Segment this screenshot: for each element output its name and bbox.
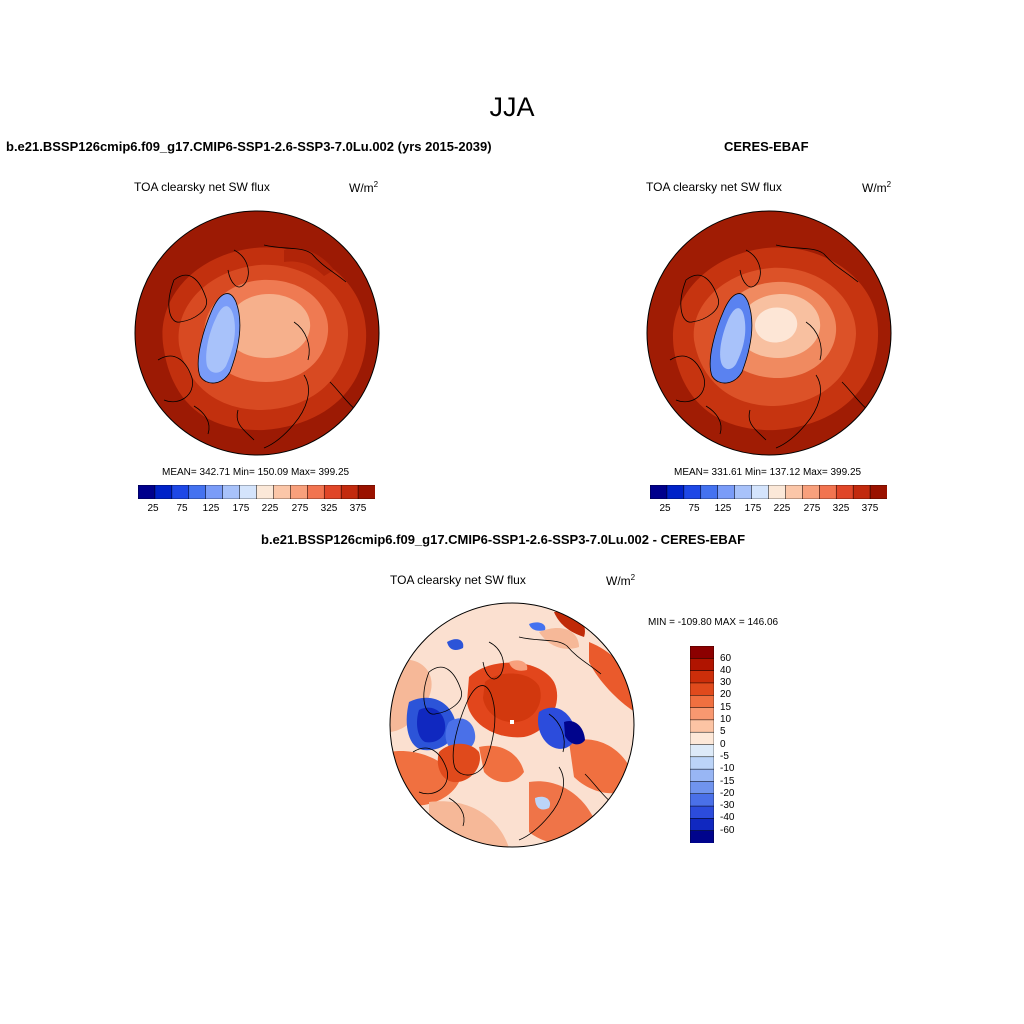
left-colorbar-swatch [290, 485, 308, 499]
right-colorbar-swatch [683, 485, 702, 499]
left-cb-tick: 375 [349, 503, 367, 514]
left-colorbar-swatch [154, 485, 173, 499]
left-variable-label: TOA clearsky net SW flux [134, 180, 270, 194]
left-cb-tick: 175 [232, 503, 250, 514]
left-panel-title: b.e21.BSSP126cmip6.f09_g17.CMIP6-SSP1-2.… [6, 139, 492, 154]
diff-colorbar-swatch [690, 830, 714, 843]
left-cb-tick: 275 [291, 503, 309, 514]
diff-cb-tick: 0 [720, 739, 726, 750]
right-cb-tick: 25 [659, 503, 671, 514]
diff-colorbar-swatch [690, 695, 714, 709]
diff-cb-tick: 20 [720, 689, 732, 700]
diff-colorbar-swatch [690, 781, 714, 795]
left-colorbar-swatch [222, 485, 241, 499]
right-cb-tick: 175 [744, 503, 762, 514]
right-panel-title: CERES-EBAF [724, 139, 809, 154]
diff-polar-map [389, 602, 635, 848]
left-colorbar-swatch [171, 485, 190, 499]
diff-colorbar-swatch [690, 793, 714, 807]
diff-units-label: W/m2 [606, 573, 636, 588]
diff-cb-tick: -30 [720, 800, 735, 811]
left-cb-tick: 25 [147, 503, 159, 514]
diff-colorbar-swatch [690, 805, 714, 819]
left-polar-map [134, 210, 380, 456]
right-colorbar-swatch [751, 485, 770, 499]
diff-cb-tick: -60 [720, 825, 735, 836]
diff-variable-label: TOA clearsky net SW flux [390, 573, 526, 587]
left-colorbar-swatch [256, 485, 274, 499]
diff-colorbar-swatch [690, 768, 714, 782]
right-colorbar-swatch [819, 485, 837, 499]
right-cb-tick: 375 [861, 503, 879, 514]
diff-cb-tick: 40 [720, 665, 732, 676]
right-units-label: W/m2 [862, 180, 892, 195]
right-colorbar-swatch [768, 485, 786, 499]
diff-colorbar-swatch [690, 646, 714, 659]
diff-colorbar-swatch [690, 744, 714, 758]
right-colorbar-swatch [802, 485, 820, 499]
right-colorbar-swatch [835, 485, 854, 499]
diff-cb-tick: 15 [720, 702, 732, 713]
diff-colorbar-swatch [690, 670, 714, 684]
left-colorbar-swatch [357, 485, 375, 499]
right-stats: MEAN= 331.61 Min= 137.12 Max= 399.25 [674, 467, 862, 478]
diff-colorbar-swatch [690, 818, 714, 832]
diff-colorbar [690, 646, 714, 843]
right-colorbar [650, 485, 887, 499]
left-colorbar-swatch [138, 485, 156, 499]
right-colorbar-swatch [650, 485, 668, 499]
right-polar-map [646, 210, 892, 456]
right-colorbar-swatch [666, 485, 685, 499]
diff-colorbar-swatch [690, 719, 714, 733]
diff-cb-tick: -40 [720, 812, 735, 823]
right-colorbar-ticks: 25 75 125 175 225 275 325 375 [650, 503, 887, 517]
left-colorbar-swatch [273, 485, 291, 499]
diff-colorbar-ticks: 60 40 30 20 15 10 5 0 -5 -10 -15 -20 -30… [720, 646, 760, 846]
left-colorbar-swatch [188, 485, 207, 499]
diff-colorbar-swatch [690, 658, 714, 672]
left-colorbar-swatch [205, 485, 224, 499]
diff-colorbar-swatch [690, 707, 714, 721]
diff-cb-tick: -5 [720, 751, 729, 762]
left-units-label: W/m2 [349, 180, 379, 195]
diff-colorbar-swatch [690, 756, 714, 770]
diff-cb-tick: -15 [720, 776, 735, 787]
left-cb-tick: 125 [202, 503, 220, 514]
diff-cb-tick: 30 [720, 677, 732, 688]
diff-panel-title: b.e21.BSSP126cmip6.f09_g17.CMIP6-SSP1-2.… [261, 532, 746, 547]
left-colorbar-swatch [239, 485, 258, 499]
left-colorbar-swatch [323, 485, 342, 499]
right-cb-tick: 75 [688, 503, 700, 514]
right-colorbar-swatch [717, 485, 736, 499]
right-colorbar-swatch [785, 485, 803, 499]
season-title: JJA [489, 92, 535, 122]
diff-cb-tick: 5 [720, 726, 726, 737]
right-variable-label: TOA clearsky net SW flux [646, 180, 782, 194]
right-cb-tick: 125 [714, 503, 732, 514]
left-colorbar-swatch [307, 485, 325, 499]
diff-colorbar-swatch [690, 682, 714, 696]
left-colorbar-swatch [340, 485, 359, 499]
right-colorbar-swatch [734, 485, 753, 499]
left-colorbar [138, 485, 375, 499]
diff-cb-tick: 10 [720, 714, 732, 725]
right-colorbar-swatch [869, 485, 887, 499]
diff-cb-tick: -20 [720, 788, 735, 799]
diff-cb-tick: -10 [720, 763, 735, 774]
left-stats: MEAN= 342.71 Min= 150.09 Max= 399.25 [162, 467, 350, 478]
left-cb-tick: 225 [261, 503, 279, 514]
right-cb-tick: 225 [773, 503, 791, 514]
diff-cb-tick: 60 [720, 653, 732, 664]
right-cb-tick: 275 [803, 503, 821, 514]
diff-colorbar-swatch [690, 731, 714, 746]
left-colorbar-ticks: 25 75 125 175 225 275 325 375 [138, 503, 375, 517]
right-colorbar-swatch [700, 485, 719, 499]
right-cb-tick: 325 [832, 503, 850, 514]
diff-minmax: MIN = -109.80 MAX = 146.06 [648, 617, 779, 628]
left-cb-tick: 325 [320, 503, 338, 514]
left-cb-tick: 75 [176, 503, 188, 514]
right-colorbar-swatch [852, 485, 871, 499]
